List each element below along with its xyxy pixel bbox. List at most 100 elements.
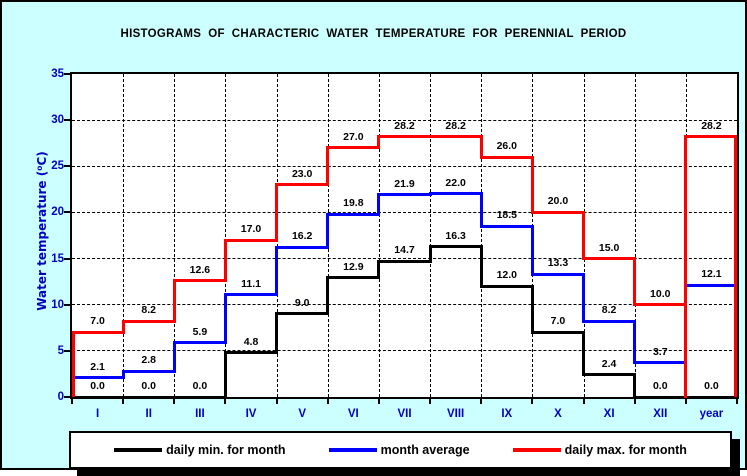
series-connector — [275, 245, 279, 297]
series-segment — [378, 193, 431, 197]
value-label: 28.2 — [394, 119, 415, 132]
gridline-vertical — [123, 74, 125, 397]
value-label: 2.4 — [601, 357, 617, 370]
value-label: 18.5 — [496, 209, 517, 222]
series-segment — [72, 330, 124, 334]
gridline-horizontal — [72, 304, 737, 306]
series-segment — [532, 330, 584, 334]
y-axis-tick-label: 25 — [51, 160, 64, 173]
series-connector — [479, 192, 483, 228]
series-segment — [72, 395, 124, 399]
x-axis-tick — [275, 399, 278, 404]
y-axis-tick — [64, 396, 70, 398]
gridline-vertical — [634, 74, 636, 397]
x-category-label: VIII — [447, 408, 465, 420]
y-axis-tick-label: 20 — [51, 206, 64, 219]
gridline-vertical — [378, 74, 380, 397]
series-segment — [225, 351, 277, 355]
series-segment — [174, 341, 226, 345]
series-connector — [684, 135, 688, 399]
value-label: 9.0 — [294, 296, 310, 309]
value-label: 0.0 — [704, 380, 719, 392]
series-connector — [275, 183, 279, 242]
y-axis-tick — [64, 211, 70, 214]
y-axis-tick — [64, 349, 70, 352]
value-label: 4.8 — [243, 335, 259, 348]
x-category-label: I — [95, 408, 100, 420]
value-label: 8.2 — [601, 304, 617, 317]
series-segment — [430, 135, 482, 139]
y-axis-tick-label: 35 — [51, 68, 64, 80]
series-segment — [634, 303, 686, 307]
x-axis-tick — [684, 399, 687, 404]
gridline-vertical — [174, 74, 176, 397]
series-segment — [685, 135, 737, 139]
series-segment — [378, 135, 431, 139]
series-connector — [633, 257, 637, 307]
series-segment — [123, 395, 175, 399]
value-label: 16.3 — [445, 229, 466, 242]
legend-box: daily min. for month month average daily… — [69, 431, 732, 469]
y-axis-tick-label: 15 — [51, 252, 64, 265]
value-label: 28.2 — [445, 119, 466, 132]
value-label: 20.0 — [547, 195, 569, 208]
x-axis-tick — [429, 399, 432, 404]
series-connector — [121, 369, 125, 380]
series-connector — [377, 135, 381, 150]
series-connector — [479, 135, 483, 159]
series-edge-right — [734, 135, 737, 397]
y-axis-tick — [64, 303, 70, 306]
series-connector — [223, 293, 227, 345]
x-category-label: VII — [397, 408, 412, 420]
value-label: 0.0 — [141, 380, 157, 392]
daily-min-line-swatch — [114, 448, 163, 452]
series-segment — [430, 245, 482, 249]
series-segment — [225, 293, 277, 297]
series-segment — [430, 192, 482, 196]
series-connector — [326, 146, 330, 187]
value-label: 12.0 — [496, 269, 517, 282]
x-axis-tick — [480, 399, 483, 404]
x-axis-tick — [224, 399, 227, 404]
series-connector — [428, 245, 432, 263]
y-axis-tick-label: 5 — [57, 344, 64, 357]
x-axis-tick — [71, 399, 73, 404]
legend-item-month-average: month average — [328, 443, 470, 457]
series-segment — [685, 283, 737, 287]
value-label: 26.0 — [496, 140, 517, 153]
value-label: 0.0 — [192, 380, 208, 392]
series-connector — [530, 155, 534, 214]
series-connector — [582, 210, 586, 261]
x-category-label: V — [298, 408, 307, 420]
x-axis-tick — [326, 399, 329, 404]
x-category-label: VI — [347, 408, 359, 420]
value-label: 10.0 — [650, 287, 671, 300]
series-segment — [276, 183, 328, 187]
x-axis-tick — [377, 399, 380, 404]
series-segment — [327, 276, 379, 280]
y-axis-tick — [64, 119, 70, 122]
value-label: 0.0 — [90, 380, 105, 392]
value-label: 12.6 — [189, 263, 211, 276]
series-segment — [583, 257, 635, 261]
y-axis-tick — [64, 165, 70, 168]
series-connector — [428, 192, 432, 197]
value-label: 0.0 — [652, 380, 668, 392]
series-segment — [276, 312, 328, 316]
series-segment — [634, 361, 686, 365]
x-axis-tick — [582, 399, 585, 404]
series-segment — [225, 238, 277, 242]
series-connector — [582, 330, 586, 377]
value-label: 2.8 — [141, 354, 157, 367]
series-connector — [326, 276, 330, 316]
legend-label-daily-max: daily max. for month — [564, 443, 687, 457]
legend-label-daily-min: daily min. for month — [166, 443, 286, 457]
series-segment — [123, 319, 175, 323]
series-connector — [633, 319, 637, 365]
y-axis-tick — [64, 257, 70, 260]
legend-item-daily-min: daily min. for month — [114, 443, 286, 457]
x-category-label: II — [145, 408, 152, 420]
series-segment — [532, 210, 584, 214]
value-label: 14.7 — [394, 244, 415, 257]
x-category-label: III — [195, 408, 205, 420]
